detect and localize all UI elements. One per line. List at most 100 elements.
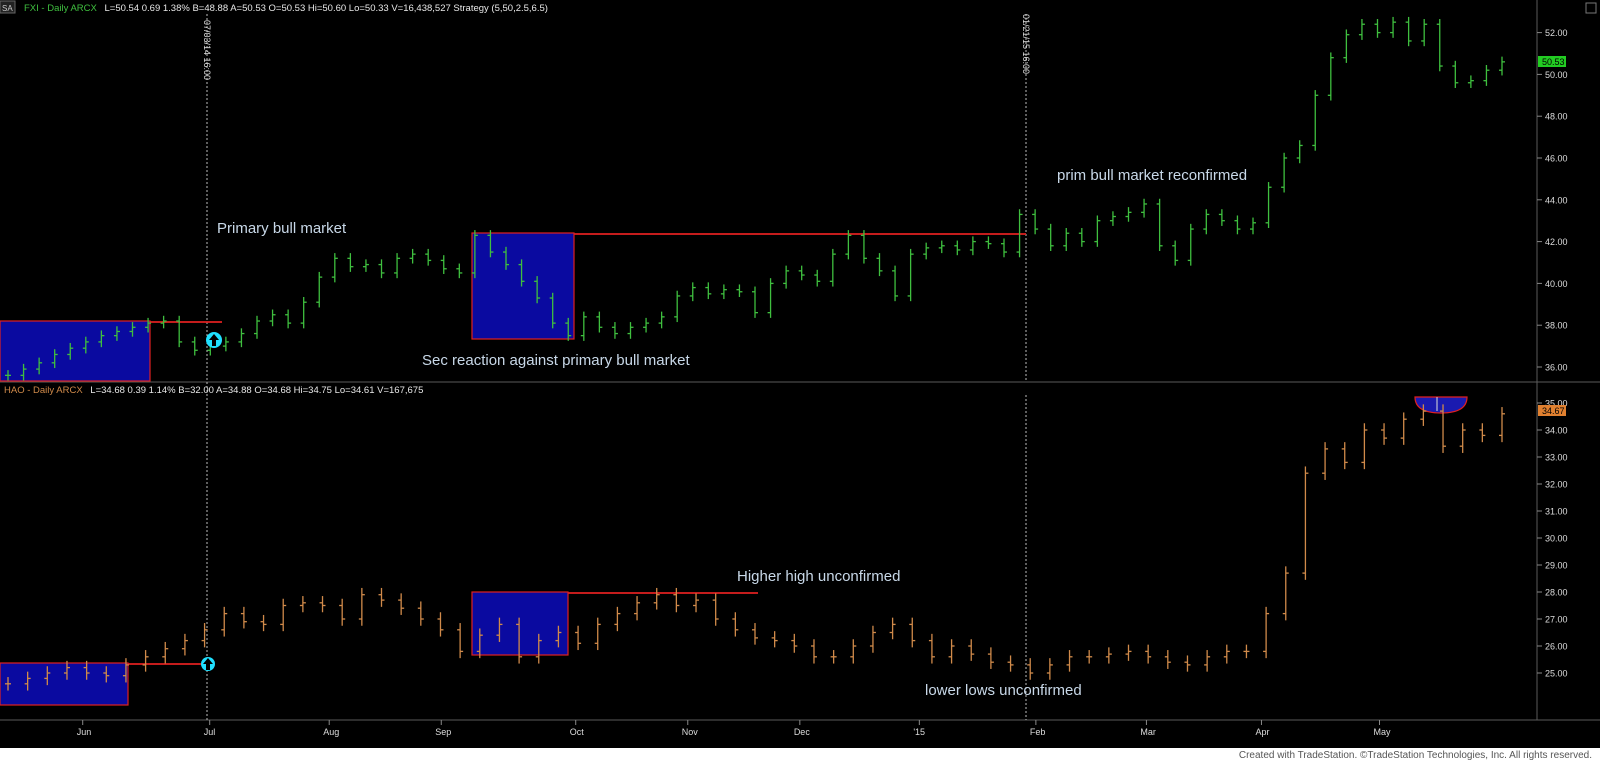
hao-bar bbox=[575, 625, 582, 651]
hao-bar bbox=[830, 650, 837, 664]
fxi-bar bbox=[829, 248, 836, 287]
fxi-ytick-label: 52.00 bbox=[1545, 28, 1568, 38]
hao-bar bbox=[869, 625, 876, 653]
fxi-ytick-label: 42.00 bbox=[1545, 237, 1568, 247]
hao-bar bbox=[280, 598, 287, 632]
fxi-bar bbox=[798, 265, 805, 281]
hao-price-axis: 25.00 26.00 27.00 28.00 29.00 30.00 31.00 32.00… bbox=[1537, 399, 1568, 679]
fxi-bar bbox=[425, 248, 432, 266]
fxi-bar bbox=[36, 357, 43, 375]
fxi-bar bbox=[938, 240, 945, 254]
hao-bar bbox=[889, 617, 896, 640]
hao-bar bbox=[948, 639, 955, 664]
hao-bar bbox=[1027, 658, 1034, 680]
fxi-bar bbox=[1078, 228, 1085, 247]
fxi-bar bbox=[1203, 209, 1210, 235]
up-arrow-icon bbox=[203, 658, 213, 670]
fxi-bar bbox=[316, 271, 323, 308]
fxi-bar bbox=[269, 309, 276, 327]
hao-bar bbox=[162, 641, 169, 664]
window-toggle-icon[interactable] bbox=[1585, 2, 1597, 14]
hao-ytick-label: 30.00 bbox=[1545, 534, 1568, 544]
hao-bar bbox=[673, 587, 680, 613]
fxi-bar bbox=[1063, 228, 1070, 252]
hao-bar bbox=[712, 593, 719, 626]
fxi-last-price: 50.53 bbox=[1542, 57, 1565, 67]
tab-sa-label: SA bbox=[2, 4, 13, 13]
hao-bar bbox=[1086, 650, 1093, 664]
fxi-bar bbox=[923, 242, 930, 260]
hao-bar bbox=[594, 617, 601, 651]
hao-bar bbox=[358, 587, 365, 626]
fxi-bar bbox=[907, 248, 914, 302]
hao-bar bbox=[496, 617, 503, 642]
annotation-higher-high: Higher high unconfirmed bbox=[737, 568, 900, 585]
hao-bar bbox=[1066, 650, 1073, 672]
fxi-bar bbox=[51, 349, 58, 369]
vertical-marker-2-label: 01/21/15 16:00 bbox=[1021, 14, 1031, 74]
fxi-bar bbox=[1405, 16, 1412, 47]
hao-bar bbox=[181, 633, 188, 656]
fxi-bar bbox=[20, 363, 27, 381]
hao-ytick-label: 34.00 bbox=[1545, 426, 1568, 436]
fxi-bar bbox=[1250, 217, 1256, 235]
fxi-bar bbox=[347, 253, 354, 272]
fxi-bar bbox=[549, 292, 556, 329]
tab-sa[interactable] bbox=[0, 0, 16, 14]
hao-bar bbox=[1164, 650, 1171, 669]
fxi-bar bbox=[113, 326, 120, 341]
hao-bar bbox=[103, 666, 110, 683]
hao-header-stats: L=34.68 0.39 1.14% B=32.00 A=34.88 O=34.… bbox=[90, 385, 423, 396]
hao-ytick-label: 29.00 bbox=[1545, 561, 1568, 571]
fxi-bar bbox=[876, 253, 883, 277]
xtick-label: May bbox=[1373, 727, 1391, 737]
fxi-bar bbox=[1452, 60, 1459, 88]
hao-ytick-label: 27.00 bbox=[1545, 615, 1568, 625]
hao-bar bbox=[1223, 644, 1230, 664]
fxi-bar bbox=[596, 311, 603, 333]
hao-ytick-label: 33.00 bbox=[1545, 453, 1568, 463]
hao-bar bbox=[1243, 644, 1250, 659]
hao-bar bbox=[850, 639, 857, 664]
fxi-bar bbox=[1141, 198, 1148, 218]
hao-bar bbox=[791, 633, 798, 653]
hao-bar bbox=[339, 598, 346, 626]
fxi-bar bbox=[1094, 215, 1101, 247]
fxi-bar bbox=[362, 259, 369, 272]
hao-ytick-label: 32.00 bbox=[1545, 480, 1568, 490]
xtick-label: Jun bbox=[77, 727, 92, 737]
hao-bar bbox=[260, 614, 267, 632]
xtick-label: Dec bbox=[794, 727, 811, 737]
hao-bar bbox=[752, 623, 758, 645]
fxi-bar bbox=[969, 236, 976, 256]
fxi-bar bbox=[534, 276, 541, 304]
fxi-bar bbox=[440, 255, 447, 274]
hao-ytick-label: 26.00 bbox=[1545, 642, 1568, 652]
fxi-bar bbox=[129, 322, 136, 337]
vertical-marker-1-label: 07/03/14 16:00 bbox=[202, 20, 212, 80]
hao-bar bbox=[909, 617, 916, 648]
fxi-price-bars bbox=[5, 16, 1505, 381]
fxi-ytick-label: 44.00 bbox=[1545, 195, 1568, 205]
fxi-bar bbox=[1483, 64, 1490, 86]
fxi-ytick-label: 50.00 bbox=[1545, 70, 1568, 80]
fxi-bar bbox=[1218, 209, 1225, 226]
chart-canvas[interactable]: SA FXI - Daily ARCX L=50.54 0.69 1.38% B… bbox=[0, 0, 1600, 748]
up-arrow-icon bbox=[209, 334, 219, 346]
hao-bar bbox=[653, 587, 660, 610]
fxi-bar bbox=[471, 230, 478, 279]
xtick-label: Mar bbox=[1140, 727, 1156, 737]
xtick-label: Oct bbox=[570, 727, 585, 737]
hao-bar bbox=[1125, 644, 1132, 661]
fxi-bar bbox=[1358, 19, 1365, 40]
fxi-consolidation-box-1 bbox=[0, 320, 151, 382]
hao-ytick-label: 28.00 bbox=[1545, 588, 1568, 598]
hao-bar bbox=[634, 596, 641, 621]
hao-last-price-tag bbox=[1538, 405, 1566, 416]
hao-bar bbox=[476, 628, 483, 659]
fxi-bar bbox=[783, 265, 790, 289]
hao-bar bbox=[1282, 566, 1289, 621]
hao-bar bbox=[44, 666, 51, 686]
fxi-bar bbox=[658, 311, 665, 329]
